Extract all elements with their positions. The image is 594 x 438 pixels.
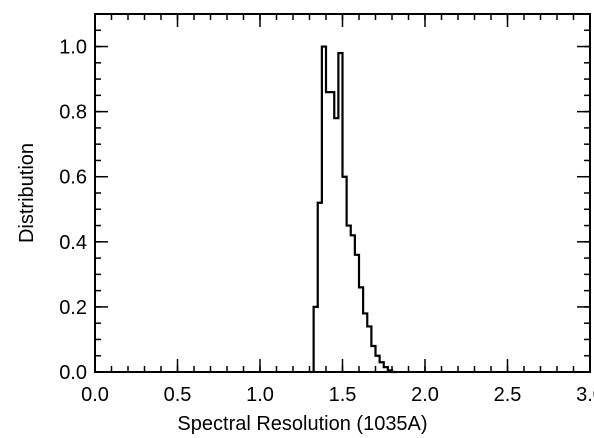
y-tick-label: 0.4	[59, 232, 87, 254]
x-tick-label: 0.0	[81, 384, 109, 406]
x-tick-labels: 0.0 0.5 1.0 1.5 2.0 2.5 3.0	[81, 384, 594, 406]
y-tick-label: 0.8	[59, 102, 87, 124]
x-tick-label: 1.0	[246, 384, 274, 406]
x-tick-label: 0.5	[164, 384, 192, 406]
x-tick-label: 1.5	[329, 384, 357, 406]
x-tick-label: 2.5	[494, 384, 522, 406]
x-tick-label: 3.0	[576, 384, 594, 406]
y-tick-label: 0.2	[59, 297, 87, 319]
x-tick-label: 2.0	[411, 384, 439, 406]
y-tick-label: 0.0	[59, 362, 87, 384]
y-tick-labels: 0.0 0.2 0.4 0.6 0.8 1.0	[59, 37, 87, 384]
plot-frame	[94, 13, 591, 373]
y-tick-label: 1.0	[59, 37, 87, 59]
y-axis-title: Distribution	[16, 143, 38, 243]
x-axis-title: Spectral Resolution (1035A)	[177, 413, 427, 435]
y-tick-label: 0.6	[59, 167, 87, 189]
histogram-series-line	[312, 45, 397, 374]
